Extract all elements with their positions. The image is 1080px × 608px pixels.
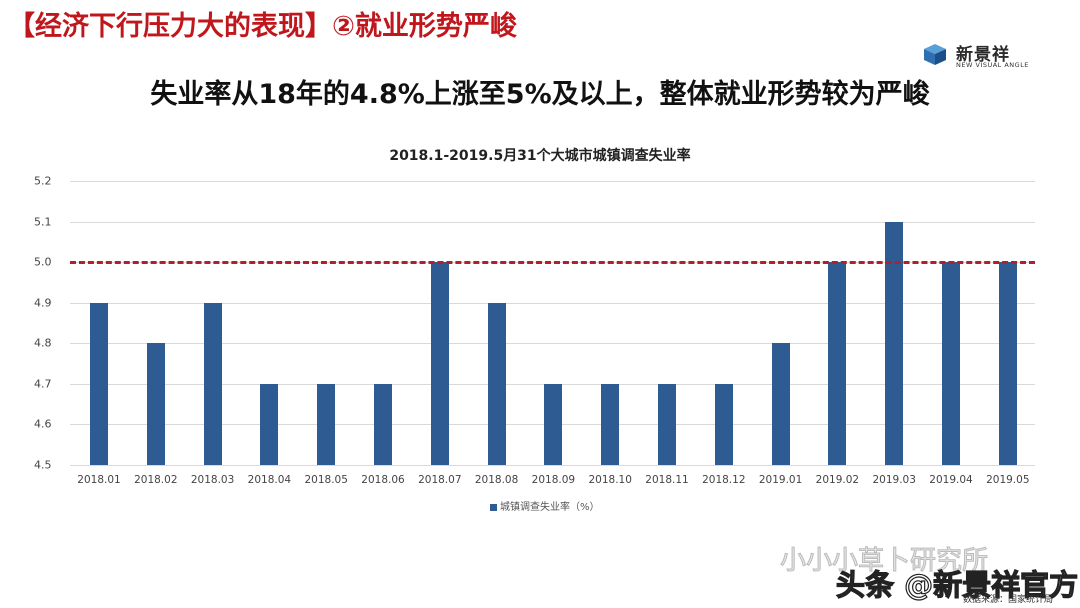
x-tick-label: 2019.05 — [986, 474, 1030, 486]
data-source: 数据来源：国家统计局 — [963, 595, 1054, 605]
x-tick-label: 2018.06 — [361, 474, 405, 486]
gridline — [70, 302, 1035, 304]
x-tick-label: 2019.02 — [815, 474, 860, 486]
bar — [487, 302, 506, 465]
y-tick-label: 5.1 — [34, 215, 52, 229]
bar — [260, 383, 279, 465]
x-tick-label: 2018.12 — [702, 474, 746, 486]
x-tick-label: 2018.11 — [645, 474, 689, 486]
x-tick-label: 2018.10 — [588, 474, 632, 486]
bar — [942, 262, 960, 465]
bar — [90, 302, 108, 465]
bar — [203, 302, 222, 465]
gridline — [70, 465, 1035, 466]
x-tick-label: 2018.04 — [247, 474, 292, 486]
bar — [146, 343, 165, 465]
chart-title: 2018.1-2019.5月31个大城市城镇调查失业率 — [389, 148, 691, 164]
bar — [658, 383, 676, 465]
bar — [317, 383, 336, 465]
bar — [714, 383, 733, 465]
x-tick-label: 2018.02 — [134, 474, 178, 486]
x-tick-label: 2019.03 — [872, 474, 916, 486]
bar — [828, 262, 847, 465]
y-tick-label: 4.9 — [34, 296, 52, 310]
slide-header: 【经济下行压力大的表现】②就业形势严峻 — [8, 11, 517, 42]
y-tick-label: 4.6 — [34, 417, 52, 431]
y-tick-label: 5.2 — [34, 174, 52, 188]
bar — [771, 343, 790, 465]
x-tick-label: 2018.03 — [190, 474, 235, 486]
x-tick-label: 2018.05 — [304, 474, 348, 486]
logo-name: 新景祥 — [956, 45, 1010, 65]
bar — [601, 383, 620, 465]
logo-subtitle: NEW VISUAL ANGLE — [956, 61, 1029, 69]
y-tick-label: 5.0 — [34, 255, 52, 269]
gridline — [70, 181, 1035, 182]
bar — [544, 383, 563, 465]
bar — [998, 262, 1017, 465]
watermark-toutiao: 头条 @新景祥官方 — [835, 567, 1079, 602]
headline: 失业率从18年的4.8%上涨至5%及以上，整体就业形势较为严峻 — [150, 79, 930, 110]
x-tick-label: 2018.08 — [474, 474, 519, 486]
x-tick-label: 2018.01 — [77, 474, 121, 486]
y-tick-label: 4.7 — [34, 377, 52, 391]
legend-label: 城镇调查失业率（%） — [500, 502, 600, 513]
reference-line-5pct — [70, 261, 1035, 265]
watermark-wechat: 小小小草卜研究所 — [779, 546, 989, 577]
x-tick-label: 2019.04 — [929, 474, 973, 486]
bar — [374, 383, 392, 465]
legend-swatch — [490, 503, 497, 511]
brand-logo: 新景祥 NEW VISUAL ANGLE — [918, 40, 1053, 72]
gridline — [70, 221, 1035, 223]
y-tick-label: 4.8 — [34, 336, 52, 350]
x-tick-label: 2019.01 — [758, 474, 803, 486]
x-tick-label: 2018.07 — [418, 474, 462, 486]
bar — [430, 262, 449, 465]
bar — [885, 221, 904, 465]
cube-logo-icon — [924, 44, 946, 65]
gridline — [70, 343, 1035, 345]
x-tick-label: 2018.09 — [531, 474, 576, 486]
chart-legend: 城镇调查失业率（%） — [490, 498, 600, 513]
y-tick-label: 4.5 — [34, 458, 52, 472]
